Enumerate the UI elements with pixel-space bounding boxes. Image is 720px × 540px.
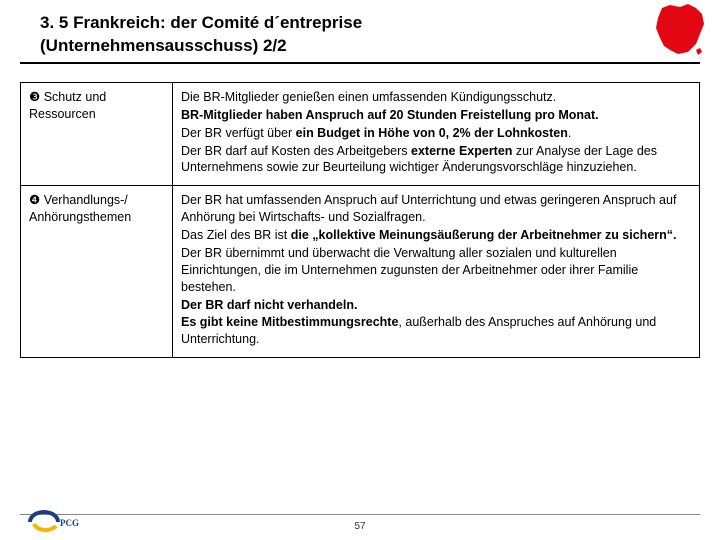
row1-bullet-num: ❸ [29,90,40,104]
row2-right-cell: Der BR hat umfassenden Anspruch auf Unte… [173,186,700,358]
row1-right-cell: Die BR-Mitglieder genießen einen umfasse… [173,82,700,185]
pcg-logo-icon: PCG [24,504,84,534]
body-paragraph: Der BR hat umfassenden Anspruch auf Unte… [181,192,691,226]
body-paragraph: Der BR übernimmt und überwacht die Verwa… [181,245,691,296]
table-row: ❸ Schutz und Ressourcen Die BR-Mitgliede… [21,82,700,185]
row1-left-text: Schutz und Ressourcen [29,90,106,121]
row2-left-cell: ❹ Verhandlungs-/ Anhörungsthemen [21,186,173,358]
content-table: ❸ Schutz und Ressourcen Die BR-Mitgliede… [20,82,700,358]
row2-bullet-num: ❹ [29,193,40,207]
body-paragraph: Das Ziel des BR ist die „kollektive Mein… [181,227,691,244]
row2-left-text: Verhandlungs-/ Anhörungsthemen [29,193,131,224]
body-paragraph: Es gibt keine Mitbestimmungsrechte, auße… [181,314,691,348]
page-number: 57 [0,521,720,532]
svg-text:PCG: PCG [60,518,79,528]
body-paragraph: Der BR darf auf Kosten des Arbeitgebers … [181,143,691,177]
slide-footer: PCG 57 [0,514,720,532]
france-map-icon [650,2,710,58]
table-row: ❹ Verhandlungs-/ Anhörungsthemen Der BR … [21,186,700,358]
slide-header: 3. 5 Frankreich: der Comité d´entreprise… [20,0,700,64]
body-paragraph: Die BR-Mitglieder genießen einen umfasse… [181,89,691,106]
title-line-2: (Unternehmensausschuss) 2/2 [40,36,287,55]
body-paragraph: BR-Mitglieder haben Anspruch auf 20 Stun… [181,107,691,124]
slide-title: 3. 5 Frankreich: der Comité d´entreprise… [40,12,600,58]
row1-left-cell: ❸ Schutz und Ressourcen [21,82,173,185]
slide-content: ❸ Schutz und Ressourcen Die BR-Mitgliede… [0,64,720,358]
body-paragraph: Der BR verfügt über ein Budget in Höhe v… [181,125,691,142]
title-line-1: 3. 5 Frankreich: der Comité d´entreprise [40,13,362,32]
footer-divider [20,514,700,515]
body-paragraph: Der BR darf nicht verhandeln. [181,297,691,314]
